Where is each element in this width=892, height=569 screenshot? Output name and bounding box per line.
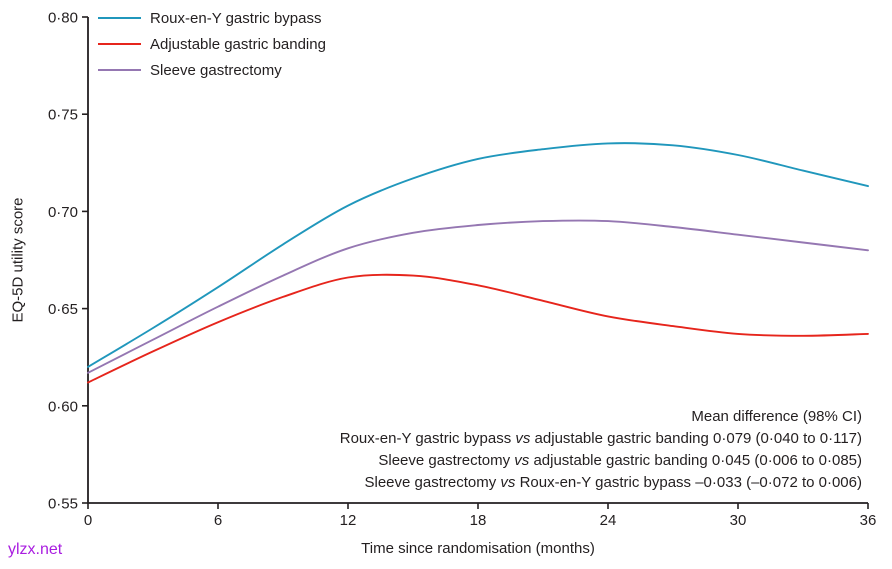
gastric-banding-line-swatch (98, 43, 141, 45)
legend: Roux-en-Y gastric bypass Adjustable gast… (98, 5, 326, 83)
x-tick-label: 24 (600, 512, 617, 529)
legend-label-gastric-banding: Adjustable gastric banding (150, 35, 326, 53)
x-axis-title: Time since randomisation (months) (361, 540, 595, 557)
x-tick-label: 0 (84, 512, 92, 529)
roux-en-y-line-swatch (98, 17, 141, 19)
legend-item-roux-en-y: Roux-en-Y gastric bypass (98, 5, 326, 31)
mean-difference-annotation: Mean difference (98% CI) Roux-en-Y gastri… (340, 406, 862, 494)
watermark: ylzx.net (8, 541, 63, 558)
y-tick-label: 0·70 (48, 204, 78, 221)
sleeve-gastrectomy-curve (87, 219, 869, 374)
legend-label-sleeve-gastrectomy: Sleeve gastrectomy (150, 61, 282, 79)
y-tick-label: 0·80 (48, 10, 78, 27)
adjustable-gastric-banding-curve (87, 273, 869, 384)
x-tick-label: 36 (860, 512, 877, 529)
y-axis-title: EQ-5D utility score (9, 197, 27, 323)
roux-en-y-gastric-bypass-curve (87, 142, 869, 368)
annotation-line: Mean difference (98% CI) (691, 408, 862, 425)
y-tick-label: 0·60 (48, 398, 78, 415)
legend-item-gastric-banding: Adjustable gastric banding (98, 31, 326, 57)
x-tick-label: 6 (214, 512, 222, 529)
annotation-line: Roux-en-Y gastric bypass vs adjustable g… (339, 430, 862, 447)
x-tick-label: 30 (730, 512, 747, 529)
y-tick-label: 0·75 (48, 107, 78, 124)
annotation-line: Sleeve gastrectomy vs adjustable gastric… (378, 452, 862, 469)
y-tick-label: 0·55 (48, 496, 78, 513)
annotation-line: Sleeve gastrectomy vs Roux-en-Y gastric … (364, 474, 863, 491)
legend-label-roux-en-y: Roux-en-Y gastric bypass (150, 9, 322, 27)
x-tick-label: 18 (470, 512, 487, 529)
legend-item-sleeve-gastrectomy: Sleeve gastrectomy (98, 57, 326, 83)
sleeve-gastrectomy-line-swatch (98, 69, 141, 71)
x-tick-label: 12 (340, 512, 357, 529)
y-tick-label: 0·65 (48, 301, 78, 318)
